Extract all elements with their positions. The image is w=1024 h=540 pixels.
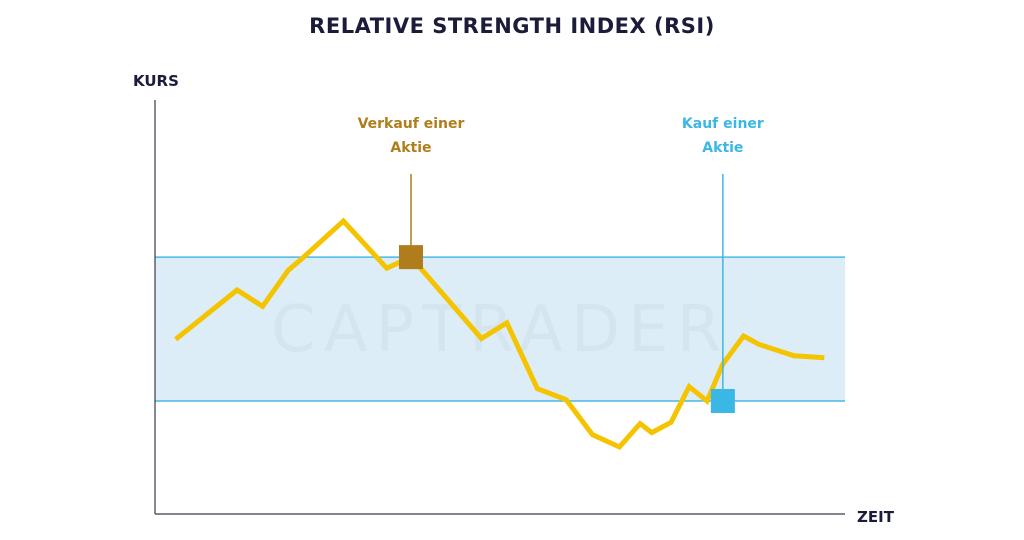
- annotation-label-line: Aktie: [702, 140, 743, 156]
- annotations: Verkauf einer Aktie Kauf einer Aktie: [358, 116, 764, 413]
- annotation-label-line: Aktie: [390, 140, 431, 156]
- x-axis-label: ZEIT: [857, 508, 895, 526]
- annotation-marker: [710, 388, 735, 413]
- annotation-label-line: Kauf einer: [682, 116, 764, 132]
- annotation-marker: [398, 245, 423, 270]
- annotation-label-line: Verkauf einer: [358, 116, 465, 132]
- annotation-0: Verkauf einer Aktie: [358, 116, 465, 270]
- annotation-1: Kauf einer Aktie: [682, 116, 764, 413]
- chart-title: RELATIVE STRENGTH INDEX (RSI): [309, 14, 715, 38]
- series-line-0: [174, 217, 825, 451]
- axes: [154, 100, 845, 515]
- y-axis-label: KURS: [133, 72, 179, 90]
